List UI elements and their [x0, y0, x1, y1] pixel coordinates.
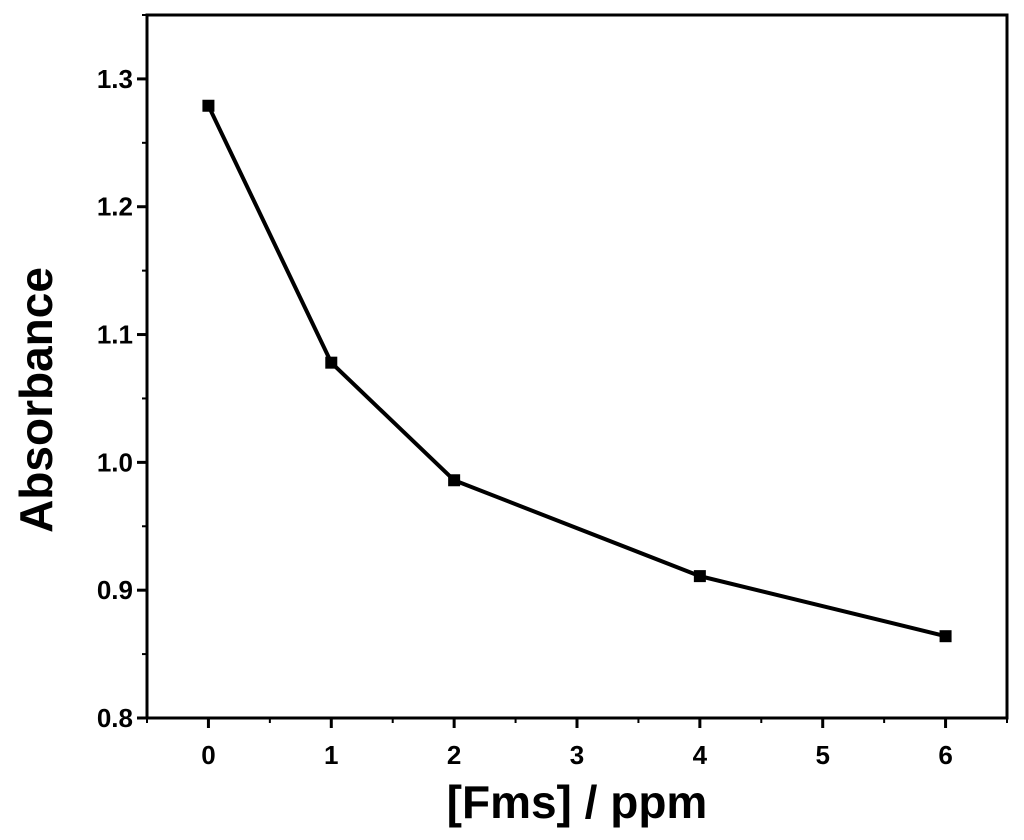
data-point: [693, 570, 706, 583]
x-axis-title: [Fms] / ppm: [447, 776, 708, 828]
y-axis-ticks: 0.8 0.9 1.0 1.1 1.2 1.3: [97, 14, 147, 733]
x-tick-label: 3: [570, 740, 584, 770]
y-tick-label: 1.3: [97, 64, 133, 94]
data-point: [325, 356, 338, 369]
y-tick-label: 0.9: [97, 575, 133, 605]
y-axis-title: Absorbance: [10, 267, 62, 533]
x-tick-label: 6: [938, 740, 952, 770]
series-line: [206, 104, 947, 639]
x-tick-label: 0: [201, 740, 215, 770]
data-point: [939, 630, 952, 643]
y-tick-label: 1.2: [97, 192, 133, 222]
x-tick-label: 1: [324, 740, 338, 770]
x-tick-label: 4: [693, 740, 708, 770]
y-tick-label: 0.8: [97, 703, 133, 733]
x-tick-label: 5: [815, 740, 829, 770]
series-layer: [202, 99, 952, 643]
plot-frame: [145, 13, 1009, 720]
data-point: [448, 474, 461, 487]
y-tick-label: 1.1: [97, 320, 133, 350]
y-tick-label: 1.0: [97, 447, 133, 477]
data-point: [202, 99, 215, 112]
x-axis-ticks: 0 1 2 3 4 5 6: [146, 718, 1008, 770]
x-tick-label: 2: [447, 740, 461, 770]
